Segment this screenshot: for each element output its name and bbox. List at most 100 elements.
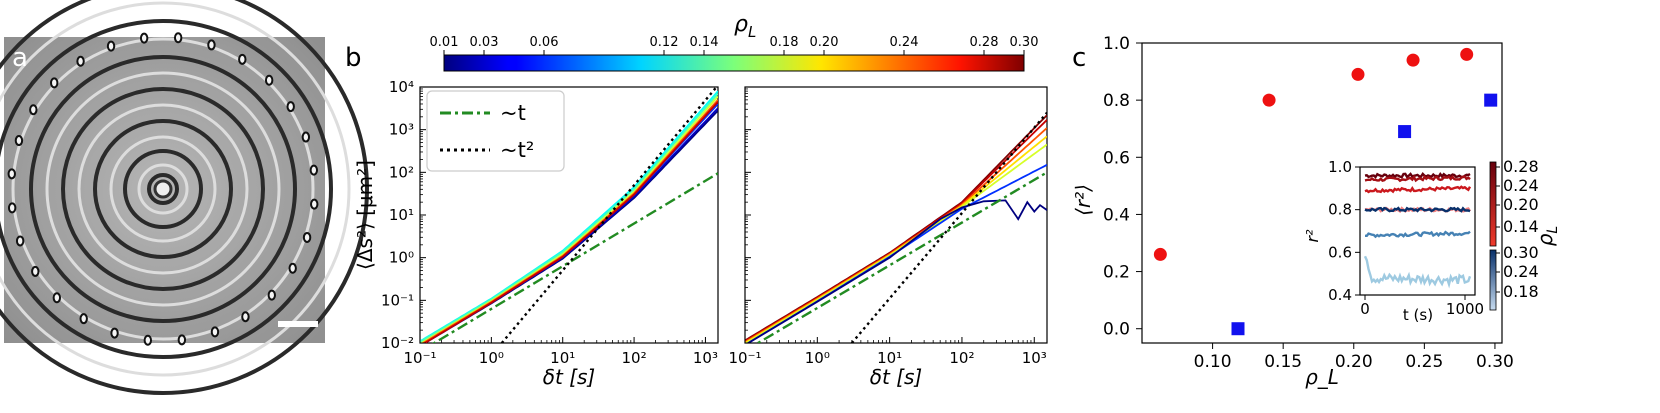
particle [7, 202, 17, 214]
particle [177, 334, 187, 346]
scatter-point-square [1398, 125, 1412, 139]
y-tick-label: 10⁴ [389, 78, 414, 96]
guide-linear [755, 171, 1047, 343]
guide-quadratic [500, 87, 718, 343]
inset-series-rho-0.3 [1364, 206, 1471, 213]
inset-bar-tick-label: 0.24 [1503, 262, 1539, 281]
x-tick-label: 10¹ [550, 349, 575, 367]
particle [301, 131, 311, 143]
particle [15, 235, 25, 247]
y-tick-label: 10³ [389, 121, 414, 139]
data-series-rho-0.01 [746, 199, 1047, 343]
ring [123, 149, 203, 229]
particle [31, 265, 40, 277]
ring [61, 87, 265, 291]
scatter-point-circle [1262, 93, 1276, 107]
ring [29, 55, 297, 323]
particle [288, 262, 297, 274]
particle [207, 39, 216, 51]
ring [147, 173, 179, 205]
scatter-point-circle [1153, 247, 1167, 261]
ring [11, 37, 315, 341]
particle [29, 104, 38, 116]
y-tick-label: 0.8 [1103, 91, 1130, 111]
colorbar-tick-label: 0.24 [890, 35, 919, 50]
inset-bar-tick-label: 0.28 [1503, 157, 1539, 176]
plot-b-right [745, 111, 1047, 343]
y-tick-label: 10² [389, 163, 414, 181]
panel-label-a: a [12, 43, 28, 73]
panel-label-b: b [345, 43, 362, 73]
colorbar-tick-label: 0.28 [970, 35, 999, 50]
colorbar-tick-label: 0.06 [530, 35, 559, 50]
inset-series-rho-0.2 [1364, 185, 1472, 194]
x-tick-label: 10¹ [877, 349, 902, 367]
inset-y-tick-label: 1.0 [1328, 158, 1352, 176]
ring [45, 71, 281, 307]
inset-series-rho-0.18 [1363, 255, 1472, 289]
colorbar-tick-label: 0.03 [470, 35, 499, 50]
data-series-rho-0.28 [745, 119, 1047, 342]
x-tick-label: 10² [949, 349, 974, 367]
inset-colorbar-ticks: 0.280.240.200.140.300.240.18 [1496, 157, 1539, 301]
ring [0, 1, 351, 377]
ring [0, 0, 369, 395]
x-tick-label: 0.20 [1335, 352, 1373, 372]
y-tick-label: 10⁻² [381, 334, 414, 352]
particle [106, 40, 116, 52]
panel-label-c: c [1072, 43, 1086, 73]
ring [137, 163, 189, 215]
x-tick-label: 10⁻¹ [728, 349, 761, 367]
inset-colorbar-red [1489, 161, 1497, 247]
plot-b-left [420, 87, 718, 343]
particle [143, 334, 153, 346]
inset-xlabel: t (s) [1403, 306, 1433, 324]
inset-y-tick-label: 0.6 [1328, 243, 1352, 261]
inset-series-rho-0.28 [1364, 171, 1471, 179]
data-series-rho-0.14 [420, 93, 718, 343]
legend-linear-label: ~t [500, 101, 526, 125]
y-tick-label: 10¹ [389, 206, 414, 224]
colorbar-tick-label: 0.01 [430, 35, 459, 50]
inset-ylabel: r² [1303, 229, 1322, 243]
particle [173, 32, 183, 44]
central-particle [153, 179, 173, 199]
y-tick-label: 0.0 [1103, 320, 1130, 340]
scatter-point-circle [1406, 53, 1420, 67]
scatter-point-square [1231, 322, 1245, 336]
particle [14, 135, 24, 147]
plot-b-left-xlabel: δt [s] [543, 365, 595, 389]
colorbar-tick-label: 0.20 [810, 35, 839, 50]
inset-series-rho-0.24 [1364, 174, 1471, 183]
inset-bar-tick-label: 0.30 [1503, 243, 1539, 262]
x-tick-label: 0.30 [1476, 352, 1514, 372]
particle [76, 55, 85, 67]
x-tick-label: 0.25 [1405, 352, 1443, 372]
scatter-point-circle [1460, 47, 1474, 61]
particle [286, 101, 295, 113]
particle [52, 292, 62, 304]
x-tick-label: 10³ [693, 349, 718, 367]
scale-bar [278, 321, 318, 327]
colorbar-tick-label: 0.14 [690, 35, 719, 50]
particle [309, 164, 319, 176]
ring [109, 135, 217, 243]
x-tick-label: 0.15 [1264, 352, 1302, 372]
colorbar-tick-label: 0.30 [1010, 35, 1039, 50]
particle [267, 289, 276, 301]
panel-c: c 0.10 0.15 0.20 0.25 0.30 0.0 0.2 0.4 0.6 0.8 1.0… [1071, 34, 1561, 389]
particle [302, 231, 312, 243]
x-tick-label: 10³ [1022, 349, 1047, 367]
y-tick-label: 0.2 [1103, 263, 1130, 283]
particle [210, 326, 220, 338]
particle [238, 53, 247, 65]
inset-colorbar-blue [1489, 249, 1497, 311]
y-tick-label: 1.0 [1103, 34, 1130, 54]
x-tick-label: 10⁰ [805, 349, 830, 367]
inset-bar-tick-label: 0.18 [1503, 282, 1539, 301]
guide-quadratic [850, 111, 1047, 343]
scatter-point-square [1484, 93, 1498, 107]
x-tick-label: 10⁻¹ [403, 349, 436, 367]
